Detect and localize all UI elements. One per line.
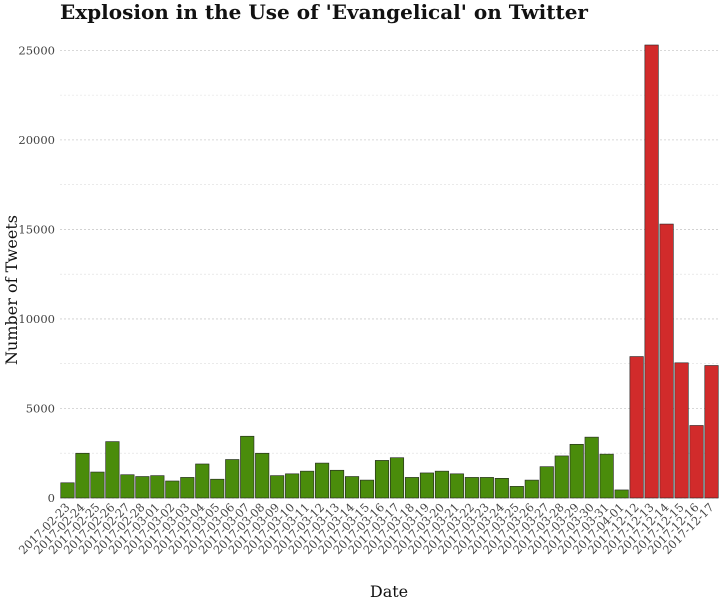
bar-2017-03-23 [479, 477, 494, 499]
bar-2017-03-09 [270, 475, 285, 499]
y-tick-label: 0 [48, 491, 55, 505]
bar-2017-03-04 [195, 463, 210, 499]
bar-2017-03-24 [494, 478, 509, 499]
chart-title: Explosion in the Use of 'Evangelical' on… [60, 0, 588, 24]
bar-2017-03-01 [150, 475, 165, 499]
bar-2017-12-15 [674, 362, 689, 499]
y-tick-label: 20000 [18, 133, 55, 147]
bar-2017-03-15 [359, 479, 375, 499]
bar-2017-02-28 [135, 476, 150, 499]
bar-2017-03-31 [599, 453, 614, 499]
y-tick-label: 15000 [18, 222, 55, 236]
bar-2017-03-20 [434, 470, 449, 499]
bar-2017-12-14 [659, 223, 674, 499]
bar-2017-03-12 [315, 462, 330, 499]
bar-2017-03-05 [210, 478, 225, 499]
bar-2017-03-19 [419, 472, 434, 499]
bar-2017-03-30 [584, 436, 599, 499]
bar-2017-03-16 [374, 460, 390, 499]
bar-2017-04-01 [614, 489, 629, 499]
bar-2017-03-17 [389, 457, 405, 499]
bar-2017-02-23 [60, 482, 75, 499]
bar-2017-03-07 [240, 435, 255, 499]
bar-2017-03-27 [539, 466, 554, 499]
bar-2017-03-11 [300, 470, 315, 499]
bar-2017-12-17 [704, 365, 719, 499]
y-axis-title: Number of Tweets [2, 215, 21, 365]
x-axis: 2017-02-232017-02-242017-02-252017-02-26… [16, 500, 717, 557]
y-tick-label: 5000 [26, 401, 55, 415]
y-tick-label: 25000 [18, 43, 55, 57]
bar-2017-12-13 [644, 44, 659, 499]
y-axis: 0 5000 10000 15000 20000 25000 [18, 43, 55, 505]
bars [60, 44, 719, 499]
bar-2017-03-02 [165, 480, 180, 499]
grid-lines [60, 49, 719, 499]
y-tick-label: 10000 [18, 312, 55, 326]
bar-2017-02-27 [120, 474, 135, 499]
bar-2017-03-28 [554, 455, 569, 499]
x-axis-title: Date [370, 582, 408, 601]
bar-2017-03-06 [225, 459, 240, 499]
bar-2017-03-18 [404, 477, 420, 499]
bar-2017-03-03 [180, 477, 195, 499]
bar-2017-03-26 [524, 479, 539, 499]
bar-2017-03-29 [569, 443, 584, 499]
bar-2017-03-25 [509, 486, 524, 499]
bar-2017-02-26 [105, 441, 120, 499]
bar-2017-12-16 [689, 425, 704, 499]
bar-2017-03-22 [464, 477, 479, 499]
bar-2017-02-24 [75, 452, 90, 499]
bar-2017-03-14 [345, 476, 360, 499]
bar-2017-03-21 [449, 473, 464, 499]
bar-2017-12-12 [629, 356, 644, 499]
bar-2017-03-13 [330, 469, 345, 499]
bar-2017-03-10 [285, 473, 300, 499]
bar-2017-02-25 [90, 471, 105, 499]
bar-2017-03-08 [255, 452, 270, 499]
